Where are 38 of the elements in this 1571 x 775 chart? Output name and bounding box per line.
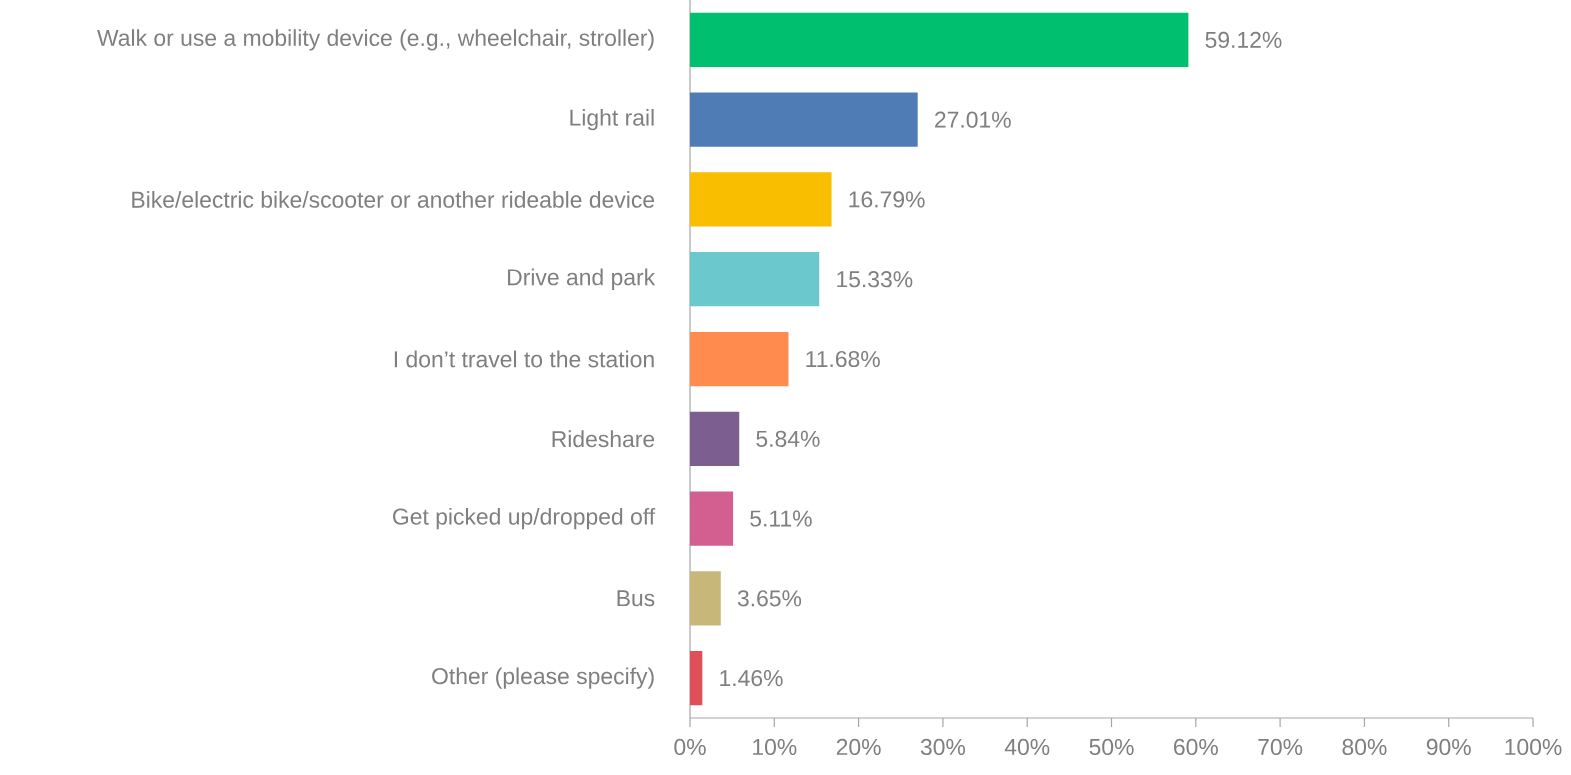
x-tick-label: 90% <box>1426 738 1471 756</box>
y-tick-label: Get picked up/dropped off <box>393 507 656 530</box>
x-tick-label: 60% <box>1174 738 1218 756</box>
y-tick-label: Rideshare <box>552 430 655 448</box>
x-tick-label: 40% <box>1004 738 1050 756</box>
data-label: 59.12% <box>1205 31 1282 48</box>
bar <box>690 12 1189 68</box>
x-tick-label: 80% <box>1342 738 1387 756</box>
data-label: 3.65% <box>737 590 802 607</box>
bar <box>690 252 820 307</box>
bar <box>690 651 703 706</box>
y-tick-label: Other (please specify) <box>432 667 654 689</box>
bar <box>690 571 721 626</box>
x-tick-label: 50% <box>1089 738 1134 756</box>
bar <box>690 411 740 466</box>
x-tick-label: 30% <box>920 738 966 756</box>
data-label: 5.84% <box>756 430 820 447</box>
data-label: 5.11% <box>750 510 812 527</box>
data-label: 27.01% <box>935 111 1011 128</box>
data-label: 15.33% <box>837 271 913 288</box>
data-label: 16.79% <box>849 191 925 208</box>
bar <box>690 172 832 227</box>
y-tick-label: I don’t travel to the station <box>394 350 654 368</box>
x-tick-label: 100% <box>1505 738 1562 756</box>
x-tick-label: 20% <box>836 738 881 756</box>
bar <box>690 491 734 546</box>
data-label: 1.46% <box>720 670 783 687</box>
y-tick-label: Bike/electric bike/scooter or another rideable device <box>132 191 655 208</box>
y-tick-label: Bus <box>617 590 655 607</box>
data-label: 11.68% <box>806 350 880 368</box>
x-tick-label: 70% <box>1258 738 1303 756</box>
x-tick-label: 10% <box>753 738 797 756</box>
bar <box>690 331 789 387</box>
y-tick-label: Drive and park <box>508 268 656 290</box>
x-tick-label: 0% <box>674 738 706 756</box>
y-tick-label: Light rail <box>570 108 654 131</box>
bar <box>690 92 918 147</box>
y-tick-label: Walk or use a mobility device (e.g., wheelchair, stroller) <box>97 29 654 51</box>
